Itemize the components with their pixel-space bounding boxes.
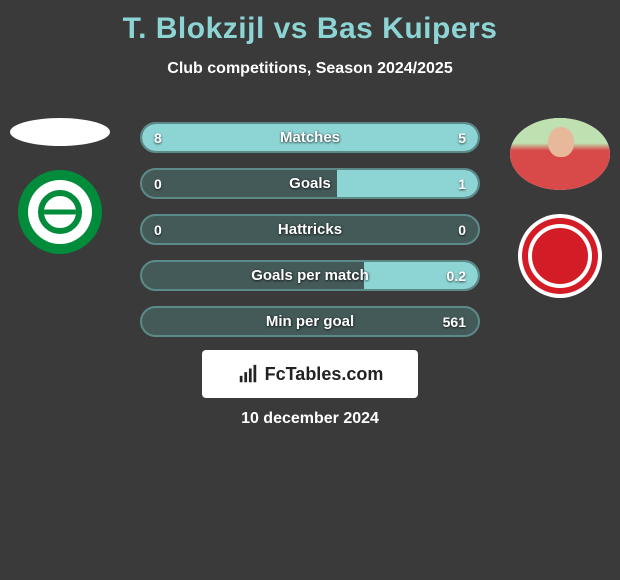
subtitle: Club competitions, Season 2024/2025 [0,60,620,78]
stat-label: Goals [142,170,478,197]
stat-row: Goals per match0.2 [140,260,480,291]
stat-value-right: 5 [458,124,466,151]
brand-chart-icon [237,363,259,385]
stats-bars: Matches85Goals01Hattricks00Goals per mat… [140,122,480,337]
stat-label: Min per goal [142,308,478,335]
date-text: 10 december 2024 [0,410,620,428]
stat-value-right: 1 [458,170,466,197]
stat-label: Matches [142,124,478,151]
page-title: T. Blokzijl vs Bas Kuipers [0,0,620,46]
right-player-column [508,118,612,298]
left-club-badge [18,170,102,254]
brand-box: FcTables.com [202,350,418,398]
stat-row: Min per goal561 [140,306,480,337]
stat-value-left: 0 [154,216,162,243]
stat-row: Matches8 5 [140,122,480,153]
brand-text: FcTables.com [265,364,384,385]
left-player-avatar [10,118,110,146]
stat-value-left: 8 [154,124,162,151]
stat-value-right: 0.2 [447,262,466,289]
stat-row: Goals0 1 [140,168,480,199]
stat-value-left: 0 [154,170,162,197]
stat-label: Goals per match [142,262,478,289]
right-club-badge [518,214,602,298]
stat-value-right: 0 [458,216,466,243]
stat-label: Hattricks [142,216,478,243]
right-player-avatar [510,118,610,190]
stat-value-right: 561 [443,308,466,335]
left-player-column [8,118,112,254]
stat-row: Hattricks0 0 [140,214,480,245]
